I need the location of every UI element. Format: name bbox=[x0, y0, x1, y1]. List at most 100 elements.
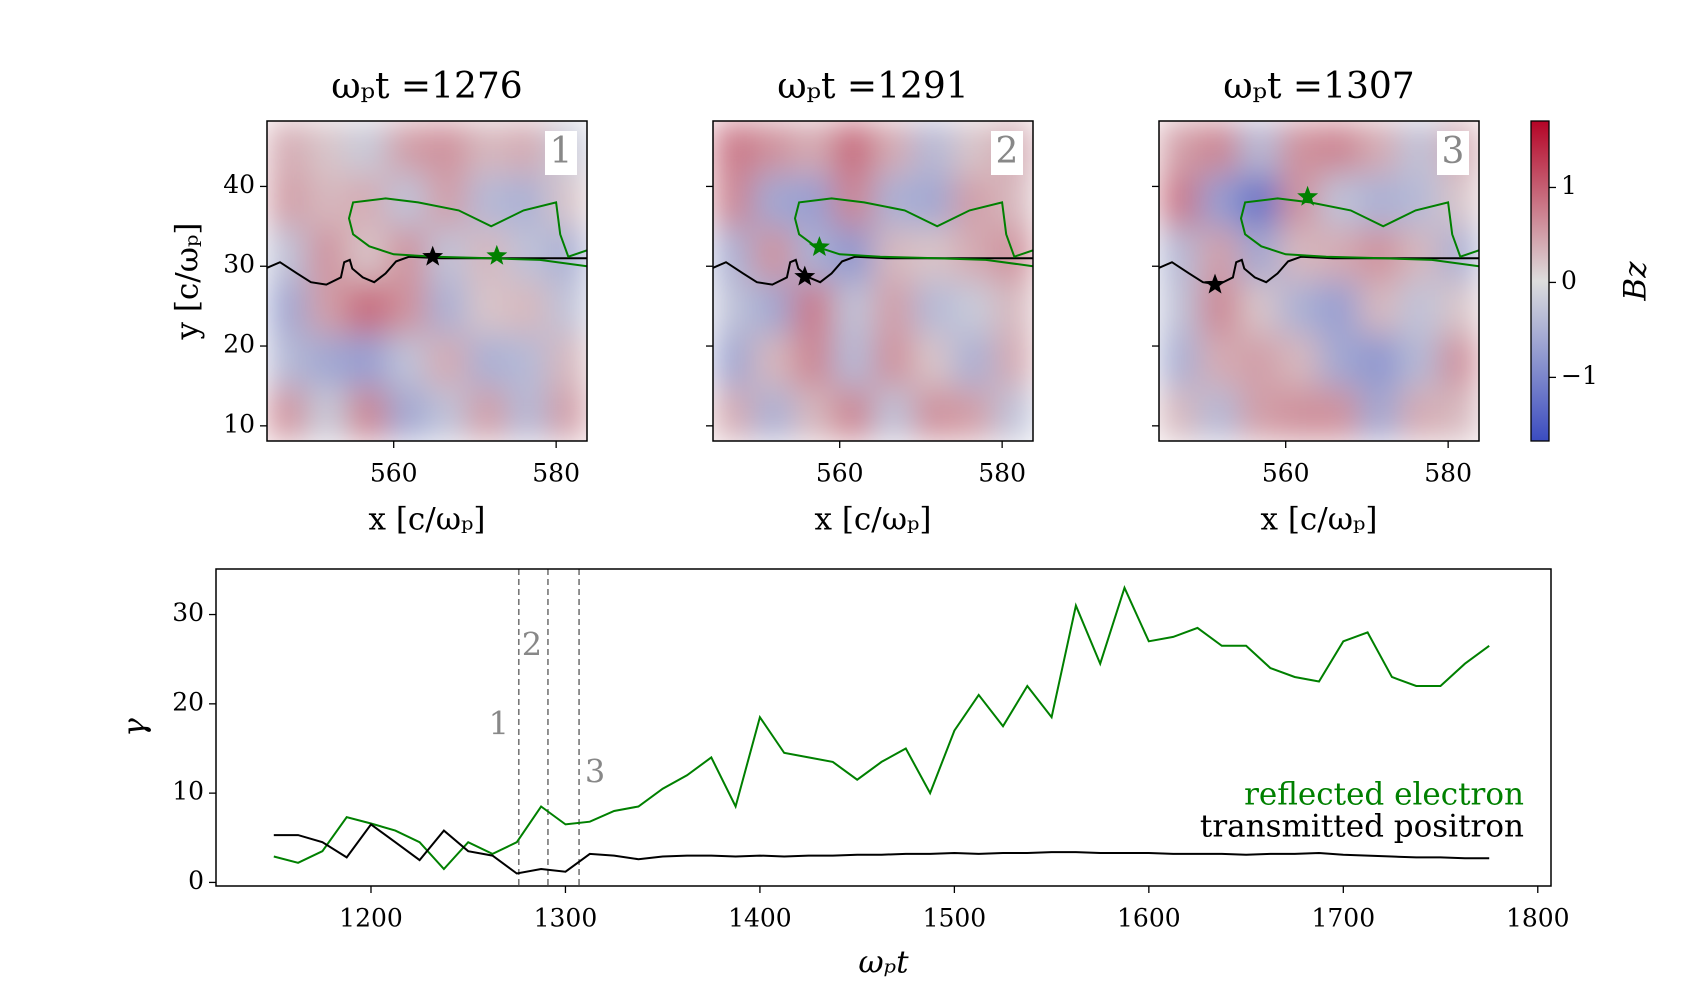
heatmap-cell bbox=[993, 281, 1033, 335]
heatmap-cell bbox=[873, 174, 914, 229]
heatmap-cell bbox=[1399, 121, 1440, 175]
star-marker bbox=[808, 236, 830, 256]
trajectory bbox=[267, 255, 587, 286]
x-tick-label: 580 bbox=[978, 459, 1026, 488]
event-label: 2 bbox=[522, 626, 542, 664]
heatmap-cell bbox=[1239, 387, 1280, 441]
heatmap-cell bbox=[387, 387, 428, 441]
heatmap-cell bbox=[307, 334, 348, 389]
heatmap-cell bbox=[267, 334, 308, 389]
heatmap-cell bbox=[1239, 281, 1280, 335]
y-axis-label: γ bbox=[117, 718, 153, 737]
heatmap-cell bbox=[953, 174, 994, 229]
heatmap-cell bbox=[307, 121, 348, 175]
heatmap-cell bbox=[547, 174, 587, 229]
x-tick-label: 1800 bbox=[1506, 904, 1570, 933]
x-tick-label: 1600 bbox=[1117, 904, 1181, 933]
heatmap-cell bbox=[387, 281, 428, 335]
heatmap-cell bbox=[1319, 334, 1360, 389]
heatmap-cell bbox=[1359, 121, 1400, 175]
axes-frame bbox=[712, 120, 1034, 442]
trajectory bbox=[713, 255, 1033, 286]
trajectory bbox=[347, 197, 587, 268]
heatmap-cell bbox=[1239, 121, 1280, 175]
heatmap-cell bbox=[1359, 281, 1400, 335]
heatmap-cell bbox=[913, 227, 954, 282]
heatmap-cell bbox=[267, 281, 308, 335]
heatmap-cell bbox=[713, 387, 754, 441]
heatmap-cell bbox=[1279, 387, 1320, 441]
heatmap-cell bbox=[873, 281, 914, 335]
heatmap-cell bbox=[267, 387, 308, 441]
heatmap-cell bbox=[953, 387, 994, 441]
heatmap-cell bbox=[993, 334, 1033, 389]
heatmap-cell bbox=[347, 121, 388, 175]
trajectory bbox=[1159, 255, 1479, 286]
heatmap-cell bbox=[267, 227, 308, 282]
x-axis-label: x [c/ωₚ] bbox=[814, 502, 931, 538]
heatmap-cells bbox=[267, 121, 587, 441]
heatmap-cell bbox=[467, 174, 508, 229]
heatmap-cell bbox=[1279, 121, 1320, 175]
heatmap-cell bbox=[873, 387, 914, 441]
heatmap-cell bbox=[1439, 334, 1479, 389]
heatmap bbox=[267, 121, 587, 441]
panel-title: ωₚt =1307 bbox=[1223, 66, 1414, 107]
heatmap-cell bbox=[793, 281, 834, 335]
heatmap-cell bbox=[953, 227, 994, 282]
heatmap-cell bbox=[267, 121, 308, 175]
heatmap-cell bbox=[1159, 387, 1200, 441]
heatmap-cell bbox=[1359, 387, 1400, 441]
heatmap-cell bbox=[793, 334, 834, 389]
heatmap-cell bbox=[1399, 334, 1440, 389]
x-tick-label: 1200 bbox=[339, 904, 403, 933]
heatmap-cell bbox=[1359, 334, 1400, 389]
heatmap-cell bbox=[1439, 174, 1479, 229]
x-tick-label: 580 bbox=[1424, 459, 1472, 488]
colorbar-tick-label: 0 bbox=[1561, 266, 1577, 295]
heatmap-cell bbox=[1439, 281, 1479, 335]
heatmap-cell bbox=[713, 121, 754, 175]
heatmap-cell bbox=[713, 227, 754, 282]
y-tick-label: 10 bbox=[223, 409, 255, 438]
y-tick-label: 30 bbox=[223, 250, 255, 279]
heatmap-cell bbox=[993, 387, 1033, 441]
heatmap-cell bbox=[1319, 227, 1360, 282]
y-axis-label: y [c/ωₚ] bbox=[170, 222, 206, 340]
heatmap-cell bbox=[713, 281, 754, 335]
heatmap-cell bbox=[1399, 281, 1440, 335]
axes-frame bbox=[1158, 120, 1480, 442]
x-tick-label: 1700 bbox=[1311, 904, 1375, 933]
x-tick-label: 580 bbox=[532, 459, 580, 488]
heatmap-cell bbox=[1199, 121, 1240, 175]
x-tick-label: 1300 bbox=[534, 904, 598, 933]
heatmap-cell bbox=[913, 174, 954, 229]
trajectory bbox=[793, 197, 1033, 268]
y-tick-label: 40 bbox=[223, 170, 255, 199]
heatmap-cell bbox=[1159, 334, 1200, 389]
axes-frame bbox=[215, 568, 1552, 887]
heatmap-cell bbox=[753, 227, 794, 282]
heatmap-cell bbox=[1159, 174, 1200, 229]
panel-label: 3 bbox=[1442, 131, 1465, 172]
panel-label-box bbox=[545, 131, 577, 175]
heatmap-cell bbox=[427, 334, 468, 389]
heatmap-cell bbox=[753, 121, 794, 175]
heatmap-cell bbox=[833, 121, 874, 175]
star-marker bbox=[486, 244, 508, 265]
heatmap-cell bbox=[507, 227, 548, 282]
heatmap-cell bbox=[467, 281, 508, 335]
heatmap-cell bbox=[347, 281, 388, 335]
heatmap-cell bbox=[307, 387, 348, 441]
colorbar-label: Bz bbox=[1618, 261, 1654, 302]
heatmap-cell bbox=[1199, 227, 1240, 282]
heatmap-cell bbox=[427, 387, 468, 441]
colorbar-tick-label: −1 bbox=[1561, 361, 1598, 390]
heatmap-cell bbox=[547, 281, 587, 335]
heatmap-cell bbox=[507, 281, 548, 335]
x-tick-label: 1500 bbox=[923, 904, 987, 933]
heatmap-cell bbox=[1199, 334, 1240, 389]
heatmap-cell bbox=[1319, 121, 1360, 175]
heatmap-cell bbox=[913, 281, 954, 335]
